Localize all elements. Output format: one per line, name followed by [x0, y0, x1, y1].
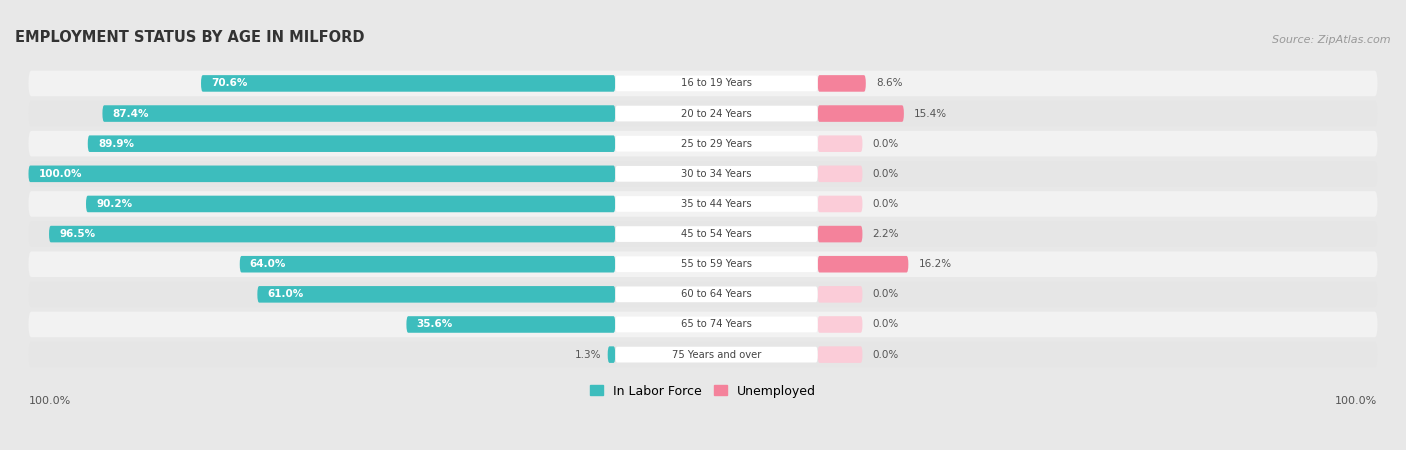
Text: 0.0%: 0.0%	[873, 289, 898, 299]
FancyBboxPatch shape	[28, 221, 1378, 247]
FancyBboxPatch shape	[28, 101, 1378, 126]
Text: EMPLOYMENT STATUS BY AGE IN MILFORD: EMPLOYMENT STATUS BY AGE IN MILFORD	[15, 30, 364, 45]
Text: 64.0%: 64.0%	[250, 259, 287, 269]
Text: 16.2%: 16.2%	[918, 259, 952, 269]
FancyBboxPatch shape	[28, 312, 1378, 338]
Text: 100.0%: 100.0%	[38, 169, 82, 179]
FancyBboxPatch shape	[28, 191, 1378, 217]
FancyBboxPatch shape	[28, 282, 1378, 307]
Text: 100.0%: 100.0%	[28, 396, 72, 406]
Text: 55 to 59 Years: 55 to 59 Years	[681, 259, 752, 269]
FancyBboxPatch shape	[616, 76, 818, 91]
FancyBboxPatch shape	[616, 106, 818, 122]
Text: 60 to 64 Years: 60 to 64 Years	[681, 289, 752, 299]
FancyBboxPatch shape	[616, 317, 818, 333]
Text: 89.9%: 89.9%	[98, 139, 134, 148]
Text: 87.4%: 87.4%	[112, 108, 149, 118]
Text: 61.0%: 61.0%	[267, 289, 304, 299]
Text: 0.0%: 0.0%	[873, 320, 898, 329]
FancyBboxPatch shape	[616, 347, 818, 363]
Text: 0.0%: 0.0%	[873, 139, 898, 148]
FancyBboxPatch shape	[406, 316, 616, 333]
FancyBboxPatch shape	[818, 196, 862, 212]
Text: 75 Years and over: 75 Years and over	[672, 350, 761, 360]
FancyBboxPatch shape	[607, 346, 616, 363]
FancyBboxPatch shape	[28, 71, 1378, 96]
FancyBboxPatch shape	[87, 135, 616, 152]
Text: 15.4%: 15.4%	[914, 108, 948, 118]
Text: 35.6%: 35.6%	[416, 320, 453, 329]
Text: 8.6%: 8.6%	[876, 78, 903, 88]
FancyBboxPatch shape	[616, 226, 818, 242]
Text: 0.0%: 0.0%	[873, 199, 898, 209]
FancyBboxPatch shape	[818, 346, 862, 363]
Text: 1.3%: 1.3%	[575, 350, 600, 360]
FancyBboxPatch shape	[818, 135, 862, 152]
Text: 20 to 24 Years: 20 to 24 Years	[681, 108, 752, 118]
FancyBboxPatch shape	[103, 105, 616, 122]
FancyBboxPatch shape	[28, 342, 1378, 367]
FancyBboxPatch shape	[201, 75, 616, 92]
Text: 100.0%: 100.0%	[1334, 396, 1378, 406]
FancyBboxPatch shape	[616, 166, 818, 182]
FancyBboxPatch shape	[818, 226, 862, 243]
Text: 70.6%: 70.6%	[211, 78, 247, 88]
Text: 25 to 29 Years: 25 to 29 Years	[681, 139, 752, 148]
Text: 45 to 54 Years: 45 to 54 Years	[681, 229, 752, 239]
FancyBboxPatch shape	[616, 136, 818, 152]
FancyBboxPatch shape	[616, 256, 818, 272]
FancyBboxPatch shape	[616, 287, 818, 302]
FancyBboxPatch shape	[818, 105, 904, 122]
Text: 30 to 34 Years: 30 to 34 Years	[682, 169, 752, 179]
Text: 16 to 19 Years: 16 to 19 Years	[681, 78, 752, 88]
Text: 96.5%: 96.5%	[59, 229, 96, 239]
FancyBboxPatch shape	[28, 161, 1378, 187]
FancyBboxPatch shape	[818, 256, 908, 273]
Text: 65 to 74 Years: 65 to 74 Years	[681, 320, 752, 329]
Text: 35 to 44 Years: 35 to 44 Years	[681, 199, 752, 209]
Text: 2.2%: 2.2%	[873, 229, 898, 239]
FancyBboxPatch shape	[818, 286, 862, 303]
FancyBboxPatch shape	[257, 286, 616, 303]
Text: 90.2%: 90.2%	[96, 199, 132, 209]
FancyBboxPatch shape	[28, 166, 616, 182]
FancyBboxPatch shape	[49, 226, 616, 243]
FancyBboxPatch shape	[86, 196, 616, 212]
Text: 0.0%: 0.0%	[873, 169, 898, 179]
FancyBboxPatch shape	[28, 252, 1378, 277]
Text: 0.0%: 0.0%	[873, 350, 898, 360]
FancyBboxPatch shape	[28, 131, 1378, 157]
FancyBboxPatch shape	[616, 196, 818, 212]
FancyBboxPatch shape	[240, 256, 616, 273]
Legend: In Labor Force, Unemployed: In Labor Force, Unemployed	[585, 380, 821, 403]
FancyBboxPatch shape	[818, 316, 862, 333]
FancyBboxPatch shape	[818, 166, 862, 182]
Text: Source: ZipAtlas.com: Source: ZipAtlas.com	[1272, 35, 1391, 45]
FancyBboxPatch shape	[818, 75, 866, 92]
